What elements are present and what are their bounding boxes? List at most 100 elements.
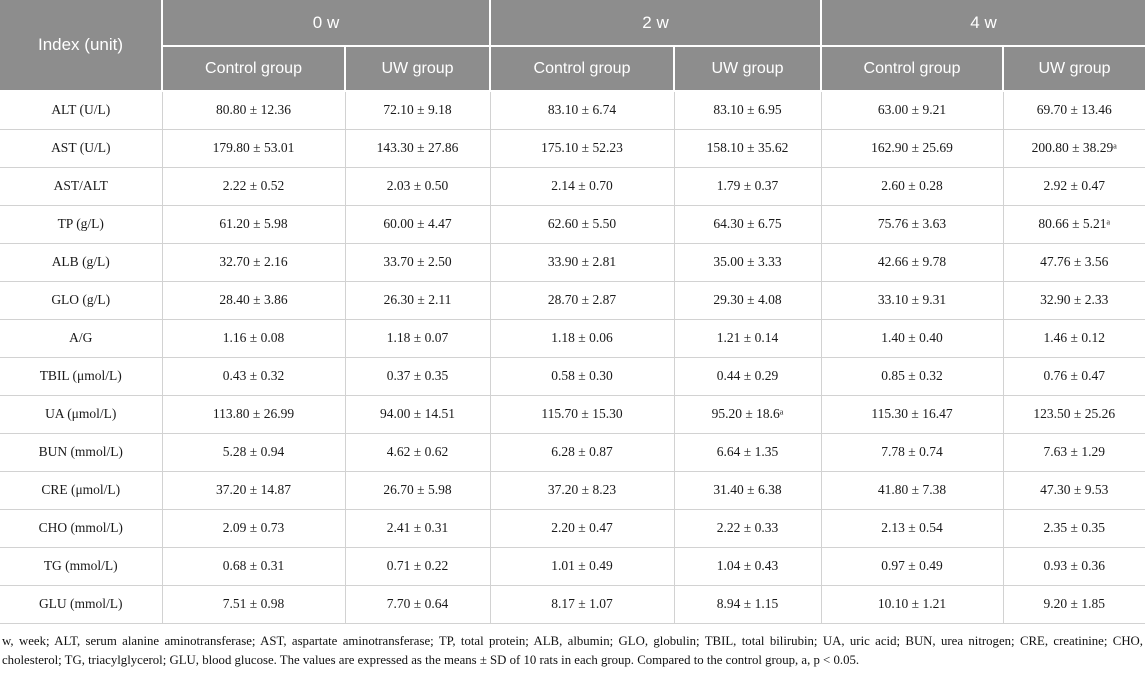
value-cell: 4.62 ± 0.62 <box>344 432 491 472</box>
value-cell: 28.40 ± 3.86 <box>161 280 346 320</box>
value-cell: 69.70 ± 13.46 <box>1002 90 1145 130</box>
value-cell: 83.10 ± 6.95 <box>673 90 822 130</box>
column-header-control-2w: Control group <box>489 45 675 92</box>
value-cell: 1.21 ± 0.14 <box>673 318 822 358</box>
value-cell: 35.00 ± 3.33 <box>673 242 822 282</box>
row-index-label: A/G <box>0 318 163 358</box>
table-row: CHO (mmol/L) 2.09 ± 0.73 2.41 ± 0.31 2.20 ±… <box>0 508 1145 548</box>
row-index-label: AST/ALT <box>0 166 163 206</box>
value-cell: 7.63 ± 1.29 <box>1002 432 1145 472</box>
value-cell: 2.03 ± 0.50 <box>344 166 491 206</box>
value-cell: 2.14 ± 0.70 <box>489 166 675 206</box>
value-cell: 1.04 ± 0.43 <box>673 546 822 586</box>
value-cell: 33.70 ± 2.50 <box>344 242 491 282</box>
value-cell: 143.30 ± 27.86 <box>344 128 491 168</box>
row-index-label: TP (g/L) <box>0 204 163 244</box>
value-cell: 123.50 ± 25.26 <box>1002 394 1145 434</box>
value-cell: 72.10 ± 9.18 <box>344 90 491 130</box>
value-cell: 113.80 ± 26.99 <box>161 394 346 434</box>
value-cell: 1.40 ± 0.40 <box>820 318 1004 358</box>
value-cell: 2.92 ± 0.47 <box>1002 166 1145 206</box>
value-cell: 0.37 ± 0.35 <box>344 356 491 396</box>
value-cell: 0.44 ± 0.29 <box>673 356 822 396</box>
value-cell: 95.20 ± 18.6ᵃ <box>673 394 822 434</box>
value-cell: 80.66 ± 5.21ᵃ <box>1002 204 1145 244</box>
row-index-label: TG (mmol/L) <box>0 546 163 586</box>
value-cell: 1.18 ± 0.07 <box>344 318 491 358</box>
row-index-label: GLU (mmol/L) <box>0 584 163 624</box>
value-cell: 80.80 ± 12.36 <box>161 90 346 130</box>
table-row: ALB (g/L) 32.70 ± 2.16 33.70 ± 2.50 33.90 ±… <box>0 242 1145 282</box>
table-row: UA (μmol/L) 113.80 ± 26.99 94.00 ± 14.51 11… <box>0 394 1145 434</box>
row-index-label: CHO (mmol/L) <box>0 508 163 548</box>
value-cell: 9.20 ± 1.85 <box>1002 584 1145 624</box>
table-row: TP (g/L) 61.20 ± 5.98 60.00 ± 4.47 62.60 ± … <box>0 204 1145 244</box>
value-cell: 94.00 ± 14.51 <box>344 394 491 434</box>
value-cell: 75.76 ± 3.63 <box>820 204 1004 244</box>
column-header-index-unit: Index (unit) <box>0 0 163 92</box>
column-group-0w: 0 w <box>161 0 491 47</box>
table-row: ALT (U/L) 80.80 ± 12.36 72.10 ± 9.18 83.10 … <box>0 90 1145 130</box>
value-cell: 0.71 ± 0.22 <box>344 546 491 586</box>
value-cell: 0.85 ± 0.32 <box>820 356 1004 396</box>
value-cell: 37.20 ± 8.23 <box>489 470 675 510</box>
value-cell: 47.30 ± 9.53 <box>1002 470 1145 510</box>
value-cell: 2.20 ± 0.47 <box>489 508 675 548</box>
value-cell: 115.30 ± 16.47 <box>820 394 1004 434</box>
value-cell: 8.17 ± 1.07 <box>489 584 675 624</box>
value-cell: 29.30 ± 4.08 <box>673 280 822 320</box>
value-cell: 0.76 ± 0.47 <box>1002 356 1145 396</box>
row-index-label: GLO (g/L) <box>0 280 163 320</box>
value-cell: 0.58 ± 0.30 <box>489 356 675 396</box>
value-cell: 1.01 ± 0.49 <box>489 546 675 586</box>
table-row: TG (mmol/L) 0.68 ± 0.31 0.71 ± 0.22 1.01 ± … <box>0 546 1145 586</box>
table-footnote: w, week; ALT, serum alanine aminotransfe… <box>2 633 1143 668</box>
biochemical-indices-table: Index (unit) 0 w 2 w 4 w Control group U… <box>0 0 1145 624</box>
column-header-uw-2w: UW group <box>673 45 822 92</box>
table-row: CRE (μmol/L) 37.20 ± 14.87 26.70 ± 5.98 37.… <box>0 470 1145 510</box>
value-cell: 1.16 ± 0.08 <box>161 318 346 358</box>
value-cell: 2.13 ± 0.54 <box>820 508 1004 548</box>
table-row: AST (U/L) 179.80 ± 53.01 143.30 ± 27.86 175… <box>0 128 1145 168</box>
column-header-uw-0w: UW group <box>344 45 491 92</box>
value-cell: 10.10 ± 1.21 <box>820 584 1004 624</box>
value-cell: 2.35 ± 0.35 <box>1002 508 1145 548</box>
value-cell: 7.70 ± 0.64 <box>344 584 491 624</box>
value-cell: 33.90 ± 2.81 <box>489 242 675 282</box>
value-cell: 63.00 ± 9.21 <box>820 90 1004 130</box>
value-cell: 200.80 ± 38.29ᵃ <box>1002 128 1145 168</box>
table-row: GLO (g/L) 28.40 ± 3.86 26.30 ± 2.11 28.70 ±… <box>0 280 1145 320</box>
value-cell: 162.90 ± 25.69 <box>820 128 1004 168</box>
table-row: BUN (mmol/L) 5.28 ± 0.94 4.62 ± 0.62 6.28 ±… <box>0 432 1145 472</box>
value-cell: 5.28 ± 0.94 <box>161 432 346 472</box>
value-cell: 31.40 ± 6.38 <box>673 470 822 510</box>
value-cell: 0.43 ± 0.32 <box>161 356 346 396</box>
value-cell: 62.60 ± 5.50 <box>489 204 675 244</box>
value-cell: 2.22 ± 0.52 <box>161 166 346 206</box>
value-cell: 7.78 ± 0.74 <box>820 432 1004 472</box>
column-header-control-4w: Control group <box>820 45 1004 92</box>
value-cell: 42.66 ± 9.78 <box>820 242 1004 282</box>
table-row: A/G 1.16 ± 0.08 1.18 ± 0.07 1.18 ± 0.06 1.21… <box>0 318 1145 358</box>
value-cell: 61.20 ± 5.98 <box>161 204 346 244</box>
value-cell: 32.90 ± 2.33 <box>1002 280 1145 320</box>
table-row: GLU (mmol/L) 7.51 ± 0.98 7.70 ± 0.64 8.17 ±… <box>0 584 1145 624</box>
value-cell: 2.22 ± 0.33 <box>673 508 822 548</box>
value-cell: 115.70 ± 15.30 <box>489 394 675 434</box>
value-cell: 1.18 ± 0.06 <box>489 318 675 358</box>
value-cell: 0.93 ± 0.36 <box>1002 546 1145 586</box>
value-cell: 37.20 ± 14.87 <box>161 470 346 510</box>
value-cell: 8.94 ± 1.15 <box>673 584 822 624</box>
value-cell: 0.97 ± 0.49 <box>820 546 1004 586</box>
column-group-2w: 2 w <box>489 0 822 47</box>
value-cell: 158.10 ± 35.62 <box>673 128 822 168</box>
value-cell: 175.10 ± 52.23 <box>489 128 675 168</box>
value-cell: 41.80 ± 7.38 <box>820 470 1004 510</box>
row-index-label: AST (U/L) <box>0 128 163 168</box>
column-group-4w: 4 w <box>820 0 1145 47</box>
value-cell: 83.10 ± 6.74 <box>489 90 675 130</box>
value-cell: 64.30 ± 6.75 <box>673 204 822 244</box>
value-cell: 0.68 ± 0.31 <box>161 546 346 586</box>
value-cell: 32.70 ± 2.16 <box>161 242 346 282</box>
